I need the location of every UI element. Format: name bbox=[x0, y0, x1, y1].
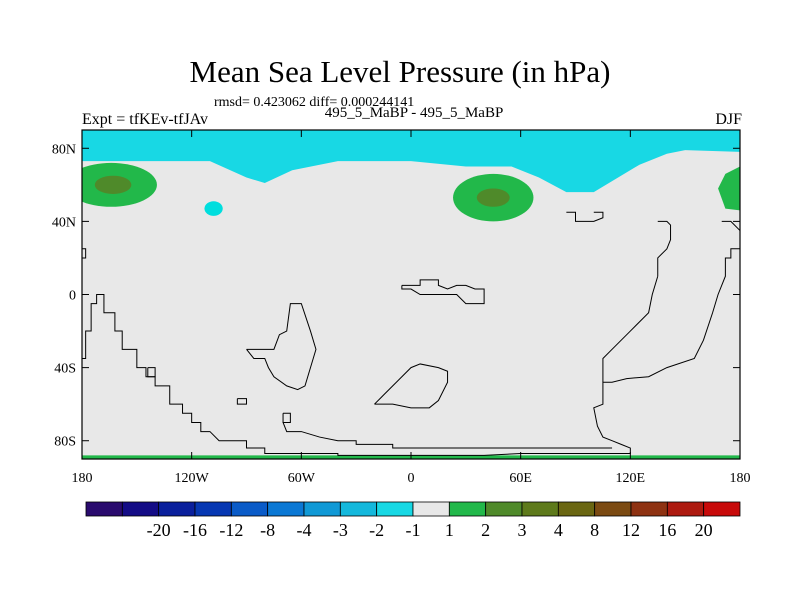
colorbar-swatch bbox=[666, 501, 705, 517]
experiment-label: Expt = tfKEv-tfJAv bbox=[82, 111, 209, 128]
colorbar-swatch bbox=[121, 501, 160, 517]
colorbar-label: 8 bbox=[590, 520, 599, 540]
y-tick-label: 80S bbox=[54, 435, 76, 450]
y-tick-label: 40N bbox=[52, 215, 76, 230]
x-tick-label: 60E bbox=[509, 471, 532, 486]
colorbar-label: -1 bbox=[406, 520, 421, 540]
plot-background bbox=[82, 130, 740, 459]
colorbar-label: -12 bbox=[219, 520, 243, 540]
coastline-segment bbox=[236, 398, 247, 405]
coastline-segment bbox=[401, 279, 485, 305]
colorbar-swatch bbox=[594, 501, 632, 517]
colorbar-swatch bbox=[303, 501, 341, 517]
y-tick-label: 40S bbox=[54, 362, 76, 377]
coastlines bbox=[82, 211, 740, 456]
colorbar-label: 3 bbox=[518, 520, 527, 540]
colorbar-swatch bbox=[485, 501, 523, 517]
negative-small-patch bbox=[204, 201, 223, 216]
y-tick-label: 80N bbox=[52, 142, 76, 157]
x-tick-label: 120W bbox=[175, 471, 210, 486]
coastline-segment bbox=[82, 248, 740, 456]
season-label: DJF bbox=[715, 111, 742, 128]
coastline-segment bbox=[282, 412, 291, 423]
coastline-segment bbox=[147, 367, 156, 378]
colorbar-swatch bbox=[703, 501, 741, 517]
coastline-segment bbox=[246, 303, 317, 391]
colorbar-label: 16 bbox=[658, 520, 676, 540]
colorbar-swatch bbox=[412, 501, 450, 517]
coastline-segment bbox=[657, 220, 672, 277]
x-tick-label: 60W bbox=[288, 471, 316, 486]
colorbar-swatch bbox=[194, 501, 232, 517]
x-tick-label: 0 bbox=[408, 471, 415, 486]
positive-core-central bbox=[476, 188, 510, 207]
colorbar-swatch bbox=[267, 501, 305, 517]
chart-subtitle: rmsd= 0.423062 diff= 0.000244141 bbox=[214, 95, 415, 110]
colorbar-swatch bbox=[448, 501, 487, 517]
colorbar-label: 12 bbox=[622, 520, 640, 540]
colorbar-swatch bbox=[557, 501, 596, 517]
positive-high-east bbox=[718, 166, 740, 211]
x-tick-label: 180 bbox=[72, 471, 93, 486]
comparison-label: 495_5_MaBP - 495_5_MaBP bbox=[324, 105, 504, 121]
colorbar-label: -16 bbox=[183, 520, 207, 540]
coastline-segment bbox=[721, 220, 740, 231]
colorbar-swatch bbox=[521, 501, 559, 517]
colorbar-label: -2 bbox=[369, 520, 384, 540]
field-regions bbox=[82, 130, 740, 459]
colorbar-label: -20 bbox=[147, 520, 171, 540]
colorbar-label: 2 bbox=[481, 520, 490, 540]
coastline-segment bbox=[282, 422, 613, 449]
coastline-segment bbox=[374, 363, 449, 409]
x-axis: 180 120W 60W 0 60E 120E 180 bbox=[72, 130, 751, 486]
colorbar-swatch bbox=[230, 501, 269, 517]
colorbar-label: 20 bbox=[695, 520, 713, 540]
positive-core-west bbox=[94, 175, 132, 194]
coastline-segment bbox=[566, 211, 604, 222]
colorbar-label: -4 bbox=[297, 520, 312, 540]
colorbar-label: -8 bbox=[260, 520, 275, 540]
y-axis: 80N 40N 0 40S 80S bbox=[52, 142, 740, 450]
colorbar-label: 1 bbox=[445, 520, 454, 540]
colorbar-swatch bbox=[158, 501, 196, 517]
colorbar-swatch bbox=[376, 501, 414, 517]
colorbar-swatch bbox=[85, 501, 123, 517]
colorbar-label: -3 bbox=[333, 520, 348, 540]
colorbar-label: 4 bbox=[554, 520, 563, 540]
chart-title: Mean Sea Level Pressure (in hPa) bbox=[189, 54, 611, 89]
x-tick-label: 180 bbox=[730, 471, 751, 486]
x-tick-label: 120E bbox=[616, 471, 646, 486]
coastline-segment bbox=[602, 276, 659, 383]
colorbar: -20 -16 -12 -8 -4 -3 -2 -1 1 2 3 4 8 12 16 20 bbox=[85, 501, 741, 540]
coastline-segment bbox=[82, 248, 87, 259]
y-tick-label: 0 bbox=[69, 289, 76, 304]
colorbar-swatch bbox=[630, 501, 668, 517]
colorbar-swatch bbox=[339, 501, 378, 517]
negative-polar-band bbox=[82, 130, 740, 193]
